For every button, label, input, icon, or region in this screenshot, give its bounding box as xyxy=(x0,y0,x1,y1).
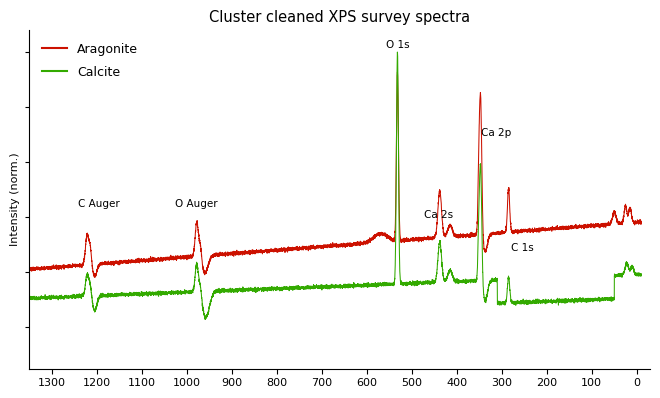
Calcite xyxy=(387,282,395,287)
Y-axis label: Intensity (norm.): Intensity (norm.) xyxy=(10,152,20,246)
Legend: Aragonite, Calcite: Aragonite, Calcite xyxy=(36,36,144,85)
Calcite xyxy=(56,294,64,298)
Aragonite xyxy=(414,237,422,242)
Aragonite xyxy=(387,236,395,240)
Text: O 1s: O 1s xyxy=(385,40,409,50)
Aragonite xyxy=(26,265,34,270)
Aragonite xyxy=(247,250,255,254)
Calcite xyxy=(638,272,645,277)
Text: Ca 2p: Ca 2p xyxy=(481,129,512,139)
Line: Calcite: Calcite xyxy=(30,52,642,320)
Calcite xyxy=(479,284,487,289)
Text: Ca 2s: Ca 2s xyxy=(424,210,453,220)
Aragonite xyxy=(638,219,645,224)
Title: Cluster cleaned XPS survey spectra: Cluster cleaned XPS survey spectra xyxy=(209,10,471,25)
Aragonite xyxy=(91,275,99,280)
Aragonite xyxy=(56,266,64,271)
Text: C Auger: C Auger xyxy=(79,199,120,209)
Line: Aragonite: Aragonite xyxy=(30,72,642,277)
Aragonite xyxy=(393,70,401,74)
Calcite xyxy=(201,317,209,322)
Aragonite xyxy=(512,229,520,234)
Calcite xyxy=(414,282,422,287)
Calcite xyxy=(26,297,34,301)
Text: O Auger: O Auger xyxy=(176,199,218,209)
Calcite xyxy=(393,50,401,55)
Calcite xyxy=(512,300,520,305)
Aragonite xyxy=(479,233,487,238)
Calcite xyxy=(247,288,255,293)
Text: C 1s: C 1s xyxy=(511,244,533,254)
